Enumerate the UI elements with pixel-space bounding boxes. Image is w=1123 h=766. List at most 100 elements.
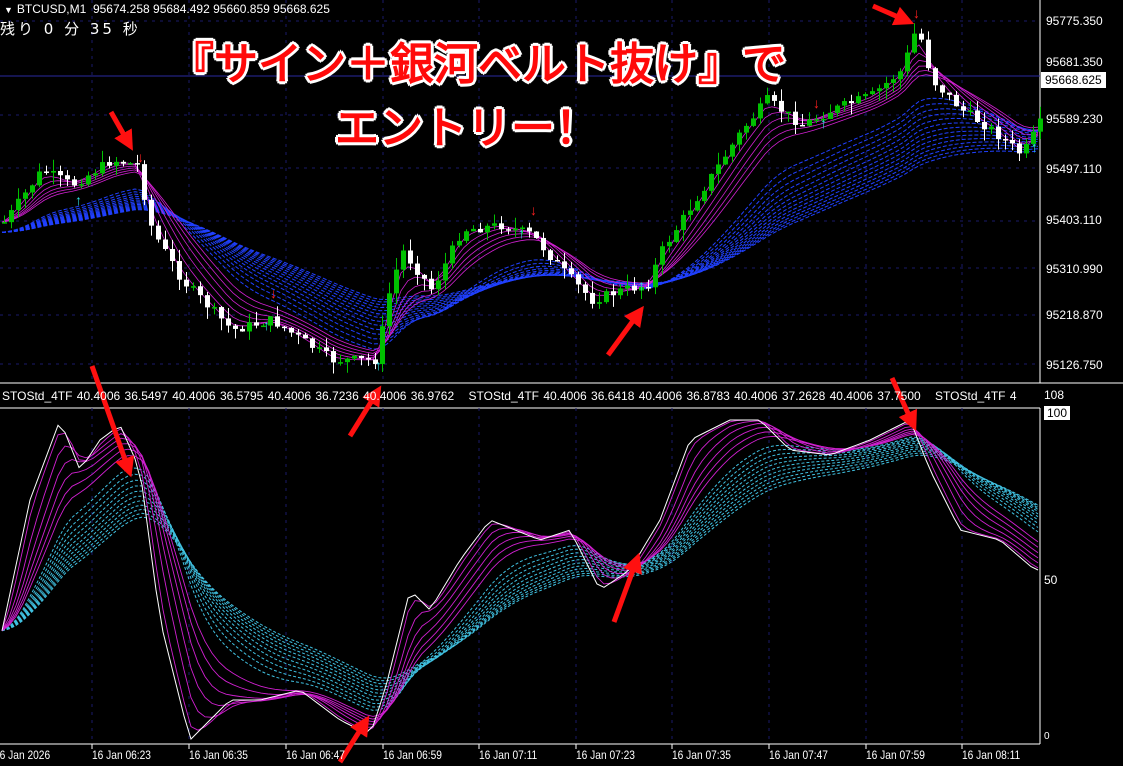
price-axis-label: 95497.110 xyxy=(1046,162,1102,176)
ma-line xyxy=(1,69,1039,354)
candle-body xyxy=(44,171,49,173)
candle-body xyxy=(387,293,392,327)
time-axis-label: 16 Jan 06:35 xyxy=(189,748,248,762)
candle-body xyxy=(443,263,448,281)
candle-body xyxy=(191,286,196,288)
annotation-arrow-icon xyxy=(337,715,370,764)
price-axis-label: 95589.230 xyxy=(1046,112,1103,126)
candle-body xyxy=(492,223,497,226)
price-axis-label: 95126.750 xyxy=(1046,358,1103,372)
candle-body xyxy=(611,291,616,296)
candle-body xyxy=(499,223,504,230)
stoch-belt-line xyxy=(1,436,1039,711)
price-axis-label: 95403.110 xyxy=(1046,213,1102,227)
candle-body xyxy=(891,79,896,83)
candle-body xyxy=(632,285,637,291)
buy-signal-arrow-icon: ↑ xyxy=(263,317,270,333)
buy-signal-arrow-icon: ↑ xyxy=(820,115,827,131)
time-axis-label: 16 Jan 07:11 xyxy=(479,748,538,762)
candle-body xyxy=(863,94,868,97)
time-axis-label: 16 Jan 06:47 xyxy=(286,748,345,762)
collapse-triangle-icon[interactable]: ▼ xyxy=(4,5,13,15)
sell-signal-arrow-icon: ↓ xyxy=(137,149,144,165)
stoch-belt-line xyxy=(1,454,1039,679)
stoch-ma-line xyxy=(1,420,1039,728)
candle-body xyxy=(429,278,434,290)
candle-body xyxy=(996,126,1001,140)
candle-body xyxy=(394,269,399,294)
candle-body xyxy=(324,347,329,352)
candle-body xyxy=(170,249,175,262)
candle-body xyxy=(16,198,21,211)
candle-body xyxy=(9,210,14,223)
candle-body xyxy=(653,264,658,288)
candle-body xyxy=(177,261,182,280)
candle-body xyxy=(639,287,644,291)
candle-body xyxy=(184,279,189,287)
stoch-belt-line xyxy=(1,452,1039,682)
candle-body xyxy=(114,161,119,166)
candle-body xyxy=(268,316,273,326)
candle-body xyxy=(2,222,7,224)
time-axis-label: 16 Jan 06:23 xyxy=(92,748,151,762)
bar-timer: 残り 0 分 35 秒 xyxy=(0,20,141,38)
candle-body xyxy=(590,292,595,304)
ma-line xyxy=(1,74,1039,352)
candle-body xyxy=(583,284,588,293)
candle-body xyxy=(198,286,203,296)
candle-body xyxy=(625,285,630,289)
candle-body xyxy=(989,126,994,130)
stoch-belt-line xyxy=(1,448,1039,688)
annotation-arrow-icon xyxy=(347,385,382,438)
time-axis-label: 16 Jan 07:47 xyxy=(769,748,828,762)
buy-signal-arrow-icon: ↑ xyxy=(375,357,382,373)
candle-body xyxy=(576,274,581,285)
candle-body xyxy=(597,302,602,304)
candle-body xyxy=(842,101,847,106)
candle-body xyxy=(401,250,406,270)
candle-body xyxy=(282,326,287,329)
candle-body xyxy=(541,237,546,251)
candle-body xyxy=(233,325,238,329)
candle-body xyxy=(751,118,756,126)
candle-body xyxy=(261,325,266,328)
candle-body xyxy=(289,327,294,333)
candle-body xyxy=(464,231,469,241)
candle-body xyxy=(128,163,133,165)
candle-body xyxy=(555,260,560,262)
buy-signal-arrow-icon: ↑ xyxy=(75,192,82,208)
candle-body xyxy=(520,227,525,230)
low-price: 95660.859 xyxy=(213,2,270,16)
candle-body xyxy=(926,39,931,69)
candle-body xyxy=(352,355,357,359)
open-price: 95674.258 xyxy=(92,2,150,16)
annotation-arrow-icon xyxy=(605,305,644,357)
candle-body xyxy=(23,192,28,199)
candle-body xyxy=(933,68,938,86)
candle-body xyxy=(814,119,819,121)
candle-body xyxy=(366,358,371,360)
candle-body xyxy=(884,82,889,89)
time-axis-label: 16 Jan 06:59 xyxy=(383,748,442,762)
candle-body xyxy=(422,274,427,279)
candle-body xyxy=(86,175,91,185)
candle-body xyxy=(1038,118,1043,132)
candle-body xyxy=(205,295,210,308)
candle-body xyxy=(905,52,910,72)
galaxy-belt-line xyxy=(1,122,1039,326)
candle-body xyxy=(513,228,518,231)
symbol-header: ▼ BTCUSD,M1 95674.258 95684.492 95660.859… xyxy=(4,2,330,16)
candle-body xyxy=(982,122,987,130)
candle-body xyxy=(485,225,490,233)
candle-body xyxy=(688,210,693,215)
candle-body xyxy=(835,105,840,113)
stoch-belt-line xyxy=(1,441,1039,701)
candle-body xyxy=(100,162,105,174)
candle-body xyxy=(58,171,63,176)
indicator-header: STOStd_4TF 40.4006 36.5497 40.4006 36.57… xyxy=(2,389,1040,403)
stoch-belt-line xyxy=(1,444,1039,694)
candle-body xyxy=(828,112,833,119)
candle-body xyxy=(135,163,140,165)
candle-body xyxy=(786,111,791,114)
